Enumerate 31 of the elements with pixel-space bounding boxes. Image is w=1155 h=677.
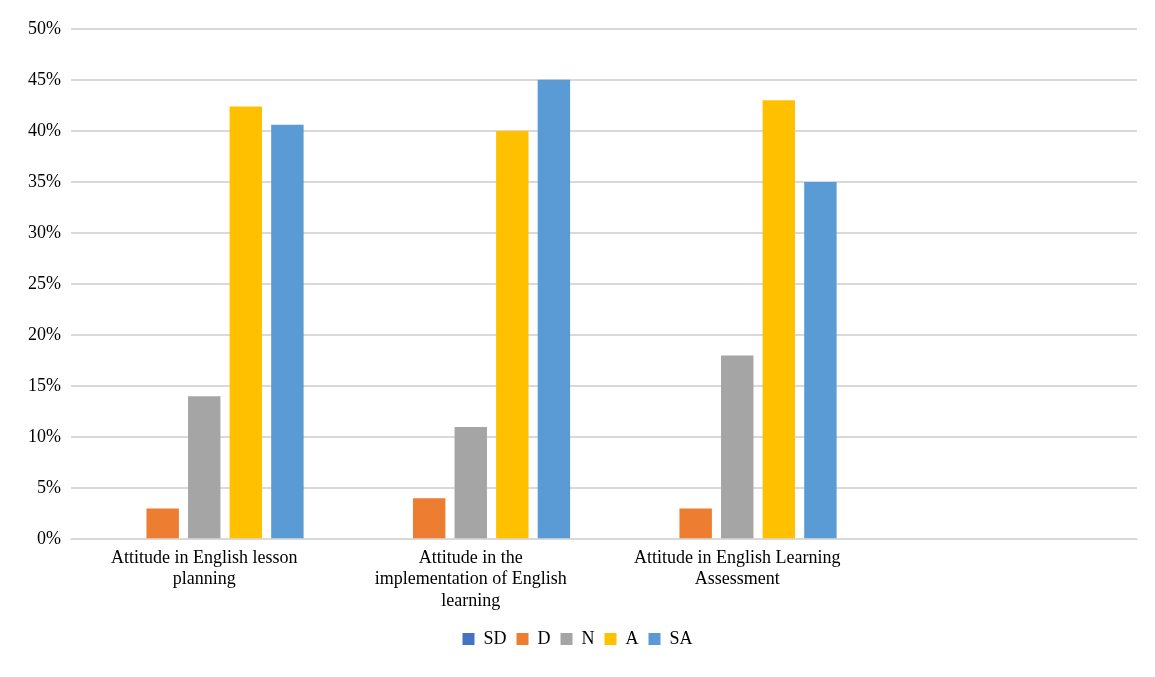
y-tick-label: 40% [27,119,61,140]
bar [762,100,796,539]
bar [537,79,571,539]
bar [454,426,487,539]
y-tick-label: 50% [27,17,61,38]
y-tick-label: 0% [36,527,61,548]
bar [679,508,712,539]
bar [496,130,529,539]
y-tick-label: 30% [27,221,61,242]
y-tick-label: 15% [27,374,61,395]
bar [804,181,837,539]
legend-label: SD [483,627,507,648]
y-tick-label: 5% [36,476,61,497]
legend-label: D [537,627,551,648]
legend-label: SA [669,627,693,648]
y-tick-label: 25% [27,272,61,293]
bar [229,106,263,539]
bar [721,355,754,539]
y-tick-label: 20% [27,323,61,344]
y-tick-label: 10% [27,425,61,446]
bar [188,396,221,539]
x-tick-label: Attitude in the implementation of English learning [374,546,567,610]
bar [412,498,446,539]
y-tick-label: 45% [27,68,61,89]
legend-label: A [625,627,639,648]
legend-label: N [581,627,595,648]
y-tick-label: 35% [27,170,61,191]
x-tick-label: Attitude in English Learning Assessment [634,546,841,589]
bar [146,508,179,539]
bar [271,124,304,539]
x-tick-label: Attitude in English lesson planning [110,546,298,589]
